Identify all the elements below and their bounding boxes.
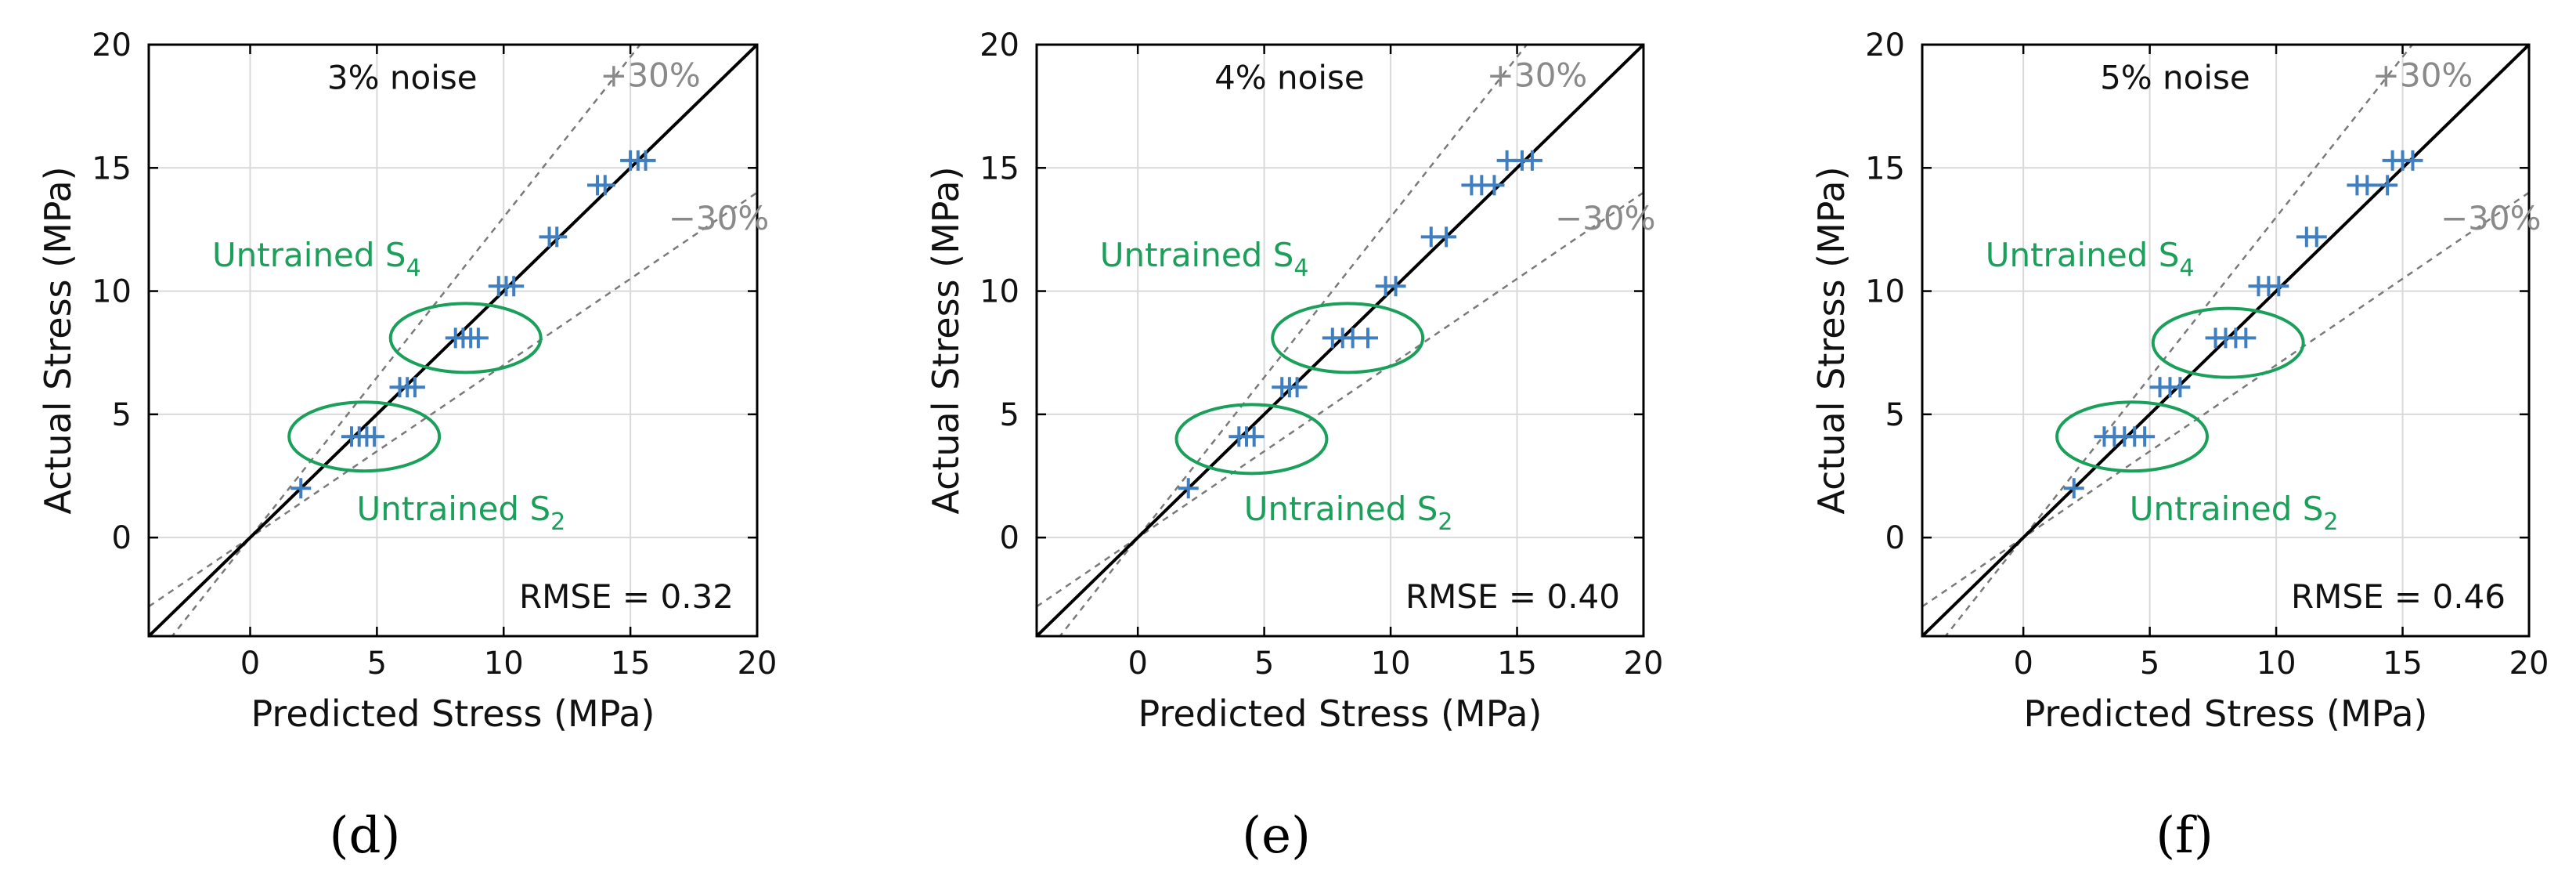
chart-panel-2: 0 5 10 15 20 0 5 10 15 20 Predicted Stress (MPa) Ac… <box>925 27 1664 865</box>
x-tick-label: 10 <box>1371 646 1411 682</box>
data-point <box>2357 175 2378 196</box>
data-point <box>2402 150 2423 171</box>
data-point <box>1484 175 1505 196</box>
minus-30-label: −30% <box>669 199 770 237</box>
data-point <box>1286 377 1308 398</box>
y-tick-label: 5 <box>1885 397 1905 433</box>
untrained-s2-label: Untrained S2 <box>2130 490 2339 536</box>
plus-30-band-line <box>1059 45 1528 636</box>
y-tick-label: 20 <box>1865 27 1905 63</box>
plus-30-label: +30% <box>2372 56 2473 94</box>
x-tick-label: 10 <box>2257 646 2296 682</box>
y-tick-label: 10 <box>1865 274 1905 310</box>
data-point <box>2268 276 2289 297</box>
data-point <box>2134 426 2156 447</box>
plot-frame <box>1035 43 1645 638</box>
untrained-s4-ellipse <box>2151 306 2305 379</box>
noise-label: 3% noise <box>327 59 478 97</box>
untrained-s2-ellipse <box>1174 403 1329 476</box>
data-point <box>2063 478 2084 499</box>
data-point <box>467 327 489 349</box>
data-point <box>1243 426 1265 447</box>
y-tick-label: 0 <box>1000 520 1019 556</box>
untrained-s2-ellipse <box>287 400 442 473</box>
untrained-s2-label: Untrained S2 <box>1244 490 1453 536</box>
data-point <box>2170 377 2191 398</box>
y-axis-title: Actual Stress (MPa) <box>1810 166 1853 514</box>
y-tick-label: 15 <box>1865 150 1905 186</box>
x-tick-label: 20 <box>1624 646 1664 682</box>
x-axis-title: Predicted Stress (MPa) <box>251 693 655 735</box>
panel-label: (e) <box>1242 807 1311 865</box>
minus-30-label: −30% <box>2441 199 2542 237</box>
untrained-s4-label: Untrained S4 <box>1100 236 1309 282</box>
data-point <box>2306 226 2327 248</box>
chart-panel-3: 0 5 10 15 20 0 5 10 15 20 Predicted Stress (MPa) Ac… <box>1810 27 2549 865</box>
data-point <box>547 226 568 248</box>
y-tick-label: 5 <box>1000 397 1019 433</box>
ideal-line <box>149 45 757 636</box>
untrained-s2-label: Untrained S2 <box>356 490 565 536</box>
untrained-s2-ellipse <box>2055 400 2210 473</box>
x-tick-label: 5 <box>1254 646 1274 682</box>
x-tick-label: 15 <box>1497 646 1537 682</box>
y-tick-label: 20 <box>980 27 1019 63</box>
plus-30-label: +30% <box>600 56 701 94</box>
untrained-s4-ellipse <box>1271 302 1425 374</box>
y-axis-title: Actual Stress (MPa) <box>37 166 79 514</box>
data-point <box>2235 327 2257 349</box>
minus-30-label: −30% <box>1555 199 1656 237</box>
x-tick-label: 10 <box>484 646 524 682</box>
data-point <box>1521 150 1542 171</box>
x-tick-label: 5 <box>367 646 387 682</box>
data-point <box>2377 175 2398 196</box>
untrained-s4-label: Untrained S4 <box>1986 236 2195 282</box>
y-tick-label: 20 <box>92 27 132 63</box>
plot-frame <box>147 43 759 638</box>
noise-label: 4% noise <box>1214 59 1365 97</box>
data-point <box>1178 478 1199 499</box>
panel-label: (d) <box>330 807 401 865</box>
untrained-s4-ellipse <box>388 302 543 374</box>
data-point <box>1358 327 1379 349</box>
x-tick-label: 15 <box>2383 646 2423 682</box>
y-tick-label: 15 <box>980 150 1019 186</box>
x-tick-label: 15 <box>611 646 651 682</box>
data-point <box>635 150 656 171</box>
rmse-label: RMSE = 0.46 <box>2291 577 2506 616</box>
x-tick-label: 20 <box>2509 646 2549 682</box>
x-tick-label: 20 <box>738 646 777 682</box>
data-point <box>1436 226 1457 248</box>
rmse-label: RMSE = 0.32 <box>519 577 734 616</box>
panel-label: (f) <box>2156 807 2213 865</box>
plus-30-label: +30% <box>1487 56 1588 94</box>
plus-30-band-line <box>171 45 642 636</box>
y-tick-label: 10 <box>980 274 1019 310</box>
data-point <box>1385 276 1406 297</box>
y-tick-label: 0 <box>1885 520 1905 556</box>
ideal-line <box>1037 45 1643 636</box>
x-axis-title: Predicted Stress (MPa) <box>2024 693 2428 735</box>
plot-frame <box>1921 43 2531 638</box>
x-tick-label: 0 <box>240 646 260 682</box>
rmse-label: RMSE = 0.40 <box>1405 577 1620 616</box>
data-point <box>594 175 615 196</box>
chart-panel-1: 0 5 10 15 20 0 5 10 15 20 Predicted Stress (MPa) Ac… <box>37 27 777 865</box>
data-point <box>290 478 312 499</box>
noise-label: 5% noise <box>2100 59 2250 97</box>
x-axis-title: Predicted Stress (MPa) <box>1138 693 1542 735</box>
data-point <box>364 426 385 447</box>
x-tick-label: 0 <box>2013 646 2033 682</box>
untrained-s4-label: Untrained S4 <box>212 236 421 282</box>
y-axis-title: Actual Stress (MPa) <box>925 166 967 514</box>
x-tick-label: 5 <box>2140 646 2159 682</box>
y-tick-label: 10 <box>92 274 132 310</box>
data-point <box>503 276 525 297</box>
x-tick-label: 0 <box>1127 646 1147 682</box>
y-tick-label: 0 <box>112 520 132 556</box>
data-point <box>404 377 425 398</box>
y-tick-label: 15 <box>92 150 132 186</box>
y-tick-label: 5 <box>112 397 132 433</box>
